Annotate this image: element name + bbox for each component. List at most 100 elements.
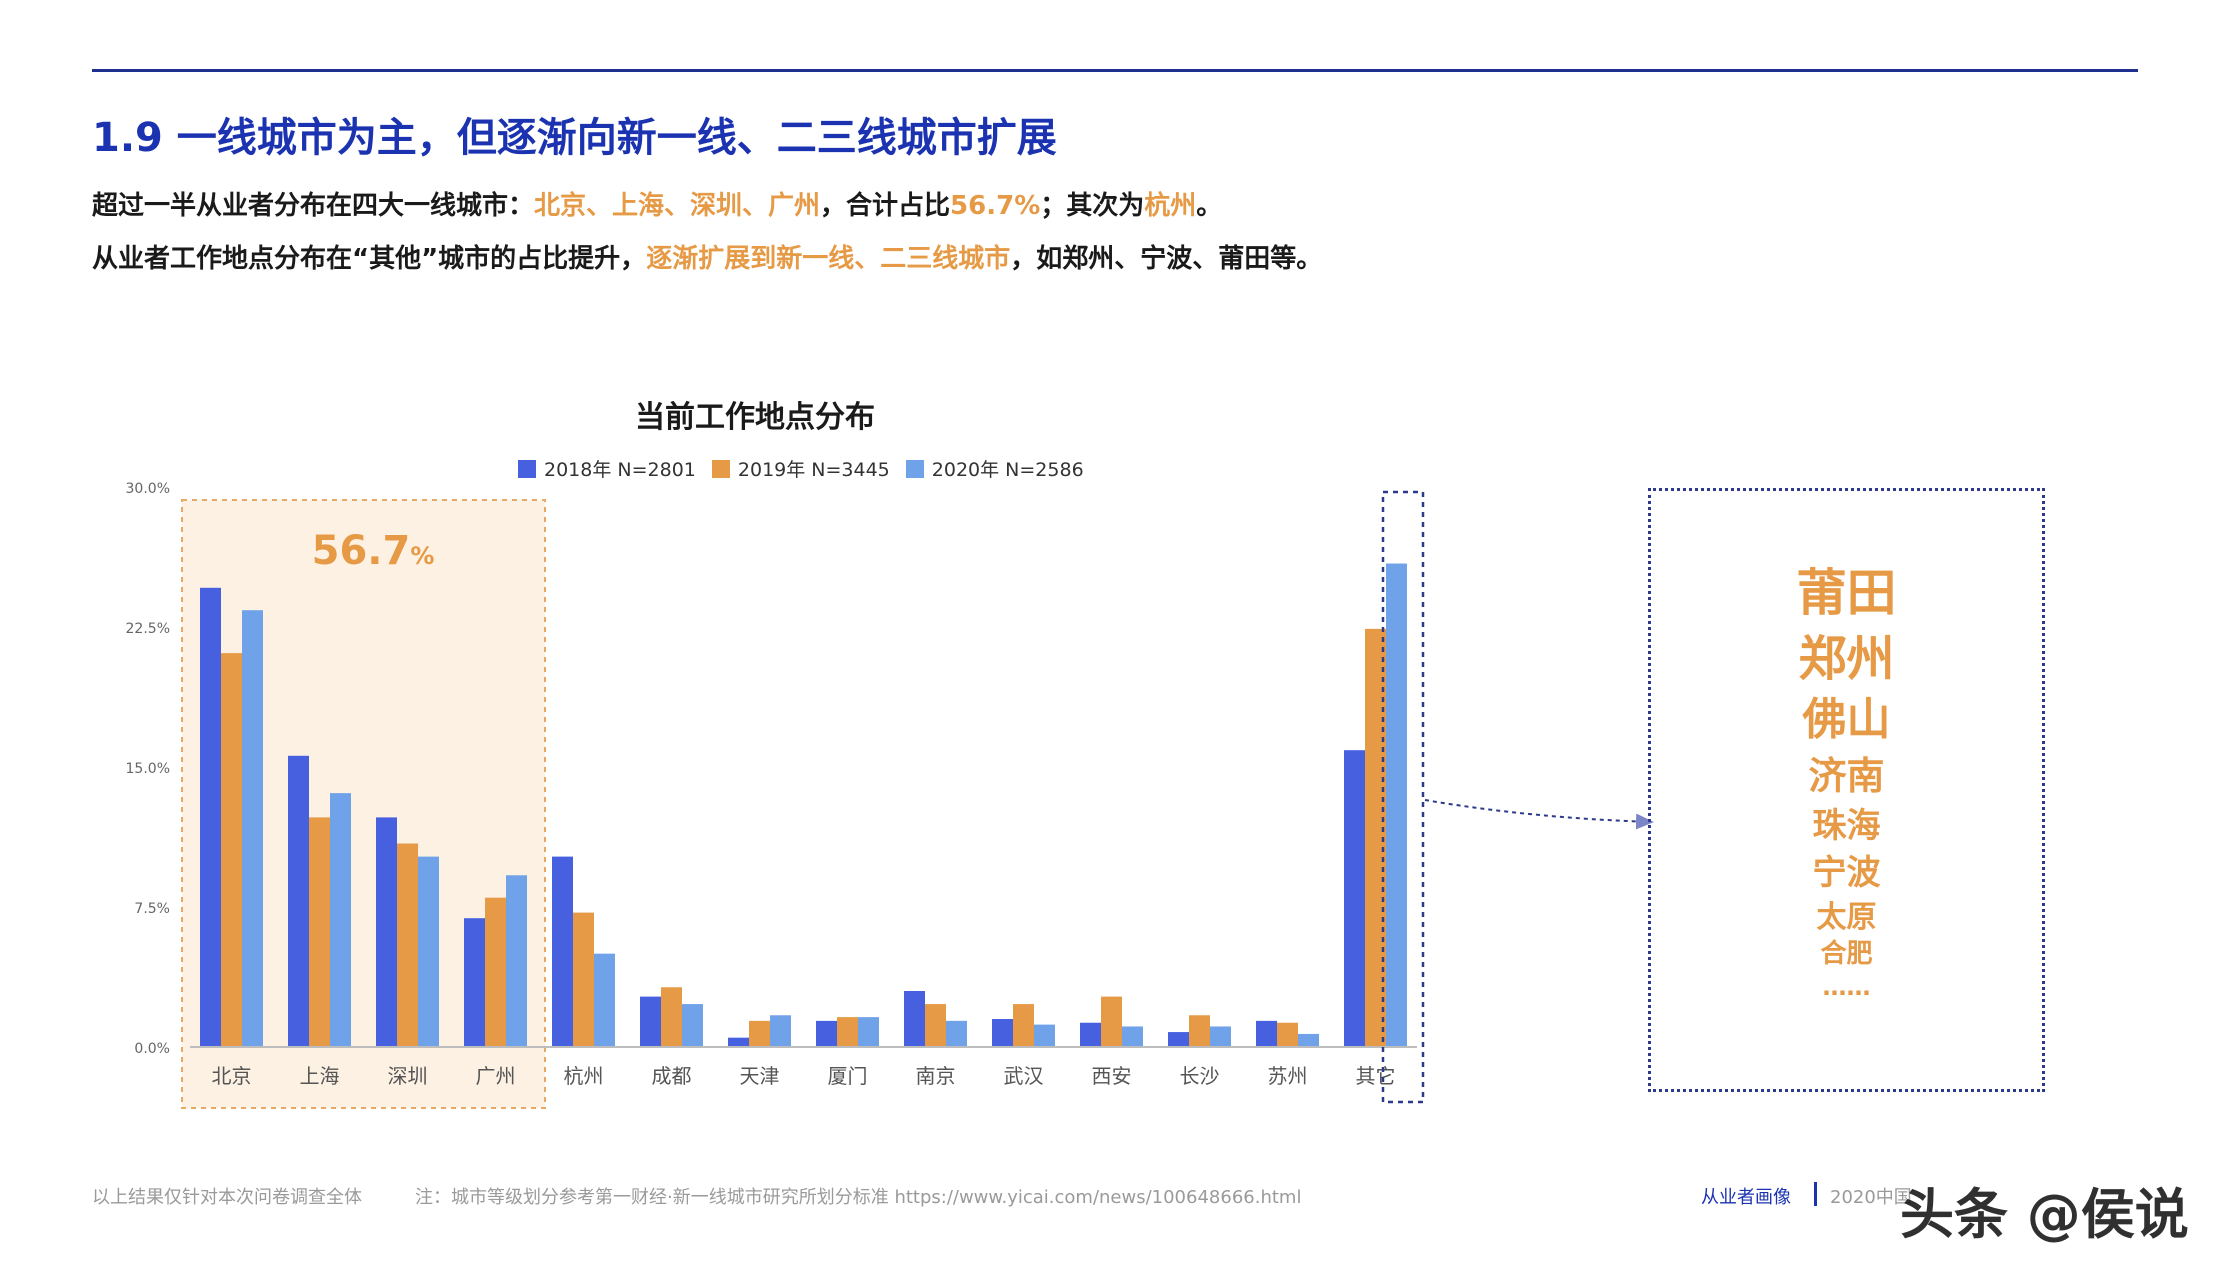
page-title: 1.9 一线城市为主，但逐渐向新一线、二三线城市扩展 <box>92 115 1057 161</box>
summary-line-1: 超过一半从业者分布在四大一线城市：北京、上海、深圳、广州，合计占比56.7%；其… <box>92 185 1222 222</box>
legend-item-2018: 2018年 N=2801 <box>518 455 696 482</box>
footer-scope-note: 以上结果仅针对本次问卷调查全体 <box>92 1187 362 1208</box>
summary-1-cities: 北京、上海、深圳、广州 <box>534 191 821 221</box>
x-tick-label: 杭州 <box>564 1064 604 1088</box>
bar-深圳-0 <box>376 817 397 1047</box>
bar-武汉-2 <box>1034 1024 1055 1047</box>
y-tick-label: 22.5% <box>126 621 170 637</box>
summary-1-share: 56.7% <box>950 191 1041 221</box>
x-tick-label: 天津 <box>740 1064 780 1088</box>
bar-天津-0 <box>728 1037 749 1047</box>
bar-武汉-0 <box>992 1019 1013 1047</box>
bar-苏州-2 <box>1298 1033 1319 1047</box>
x-tick-label: 西安 <box>1092 1064 1132 1088</box>
bar-广州-1 <box>485 897 506 1047</box>
bar-武汉-1 <box>1013 1004 1034 1047</box>
bar-北京-2 <box>242 610 263 1047</box>
other-city-item: 佛山 <box>1802 693 1891 745</box>
other-cities-list: 莆田 郑州 佛山 济南 珠海 宁波 太原 合肥 …… <box>1648 560 2045 1001</box>
footer-section-label: 从业者画像 <box>1701 1187 1791 1208</box>
bar-广州-0 <box>464 918 485 1047</box>
bar-广州-2 <box>506 875 527 1047</box>
footer-source-note: 注：城市等级划分参考第一财经·新一线城市研究所划分标准 https://www.… <box>415 1187 1302 1208</box>
bar-南京-0 <box>904 991 925 1047</box>
y-tick-label: 30.0% <box>126 481 170 497</box>
bar-成都-1 <box>661 987 682 1047</box>
other-city-item: 郑州 <box>1798 631 1895 687</box>
other-highlight-box <box>1381 490 1425 1104</box>
summary-2-suffix: ，如郑州、宁波、莆田等。 <box>1010 244 1323 274</box>
other-city-item: 珠海 <box>1812 805 1881 846</box>
bar-厦门-2 <box>858 1017 879 1047</box>
tier1-share-annotation: 56.7% <box>312 528 435 574</box>
x-tick-label: 其它 <box>1356 1064 1396 1088</box>
bar-成都-2 <box>682 1004 703 1047</box>
top-rule <box>92 69 2138 72</box>
bar-天津-1 <box>749 1020 770 1047</box>
bar-苏州-0 <box>1256 1020 1277 1047</box>
bar-西安-0 <box>1080 1022 1101 1047</box>
bar-其它-0 <box>1344 750 1365 1047</box>
other-city-item: 合肥 <box>1820 938 1873 969</box>
bar-南京-2 <box>946 1020 967 1047</box>
x-tick-label: 成都 <box>652 1064 692 1088</box>
other-city-item: 宁波 <box>1812 853 1881 894</box>
bar-长沙-0 <box>1168 1032 1189 1047</box>
bar-厦门-1 <box>837 1017 858 1047</box>
x-tick-label: 苏州 <box>1268 1064 1308 1088</box>
bar-长沙-1 <box>1189 1015 1210 1047</box>
other-city-item: 济南 <box>1808 754 1885 799</box>
y-tick-label: 0.0% <box>134 1041 170 1057</box>
legend-swatch-2019 <box>711 459 730 478</box>
summary-1-mid: ，合计占比 <box>820 191 951 221</box>
chart-title: 当前工作地点分布 <box>635 400 875 435</box>
bar-西安-2 <box>1122 1026 1143 1047</box>
x-tick-label: 北京 <box>212 1064 252 1088</box>
bar-杭州-0 <box>552 856 573 1047</box>
chart-legend: 2018年 N=2801 2019年 N=3445 2020年 N=2586 <box>518 455 1084 482</box>
bar-其它-2 <box>1386 563 1407 1047</box>
bar-厦门-0 <box>816 1020 837 1047</box>
footer-report-name: 2020中国 <box>1830 1187 1912 1208</box>
bar-深圳-1 <box>397 843 418 1047</box>
bar-南京-1 <box>925 1004 946 1047</box>
x-tick-label: 深圳 <box>388 1064 428 1088</box>
summary-1-prefix: 超过一半从业者分布在四大一线城市： <box>92 191 535 221</box>
x-tick-label: 上海 <box>300 1064 340 1088</box>
legend-label-2020: 2020年 N=2586 <box>931 459 1084 481</box>
watermark: 头条 @侯说 <box>1900 1183 2189 1246</box>
bar-长沙-2 <box>1210 1026 1231 1047</box>
bar-西安-1 <box>1101 996 1122 1047</box>
x-tick-label: 厦门 <box>828 1064 868 1088</box>
bar-深圳-2 <box>418 856 439 1047</box>
x-tick-label: 长沙 <box>1180 1064 1220 1088</box>
bar-成都-0 <box>640 996 661 1047</box>
legend-label-2019: 2019年 N=3445 <box>737 459 890 481</box>
bar-series <box>200 563 1407 1047</box>
y-tick-label: 7.5% <box>134 901 170 917</box>
bar-杭州-1 <box>573 912 594 1047</box>
bar-天津-2 <box>770 1015 791 1047</box>
other-city-item: 莆田 <box>1796 564 1897 622</box>
bar-杭州-2 <box>594 953 615 1047</box>
x-tick-label: 南京 <box>916 1064 956 1088</box>
legend-item-2019: 2019年 N=3445 <box>711 455 890 482</box>
other-city-item: …… <box>1822 973 1871 1002</box>
bar-上海-2 <box>330 793 351 1047</box>
y-axis: 0.0% 7.5% 15.0% 22.5% 30.0% <box>126 481 170 1057</box>
legend-swatch-2018 <box>518 459 536 478</box>
footer-separator <box>1814 1182 1817 1206</box>
bar-上海-0 <box>288 755 309 1047</box>
summary-2-highlight: 逐渐扩展到新一线、二三线城市 <box>646 244 1011 274</box>
y-tick-label: 15.0% <box>126 761 170 777</box>
bar-其它-1 <box>1365 628 1386 1047</box>
bar-北京-0 <box>200 587 221 1047</box>
x-tick-label: 广州 <box>476 1064 516 1088</box>
bar-上海-1 <box>309 817 330 1047</box>
summary-2-prefix: 从业者工作地点分布在“其他”城市的占比提升， <box>92 244 647 274</box>
bar-北京-1 <box>221 653 242 1047</box>
legend-label-2018: 2018年 N=2801 <box>544 459 696 481</box>
legend-item-2020: 2020年 N=2586 <box>905 455 1084 482</box>
legend-swatch-2020 <box>905 459 924 478</box>
